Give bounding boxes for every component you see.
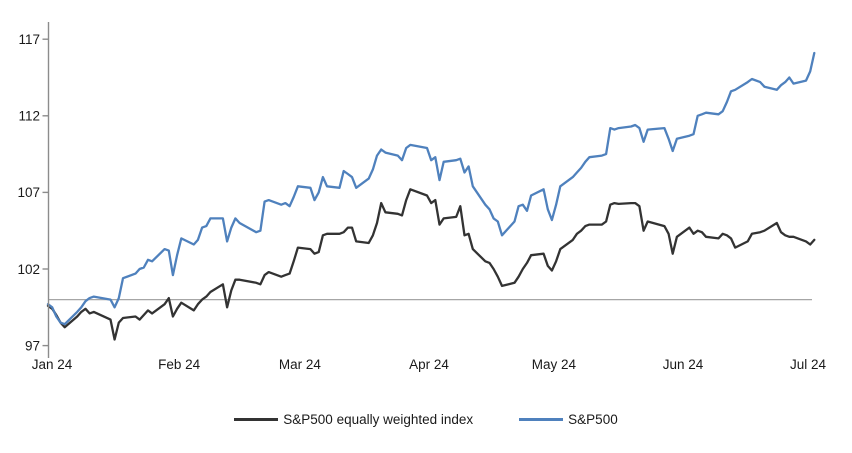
legend-item-sp500: S&P500: [519, 412, 618, 427]
y-axis: 117 112 107 102 97: [17, 22, 50, 358]
legend-item-equal-weight: S&P500 equally weighted index: [234, 412, 473, 427]
y-tick-label: 102: [17, 262, 40, 277]
y-tick-label: 112: [18, 109, 40, 124]
equal-weight-line-swatch: [234, 418, 279, 421]
y-tick-label: 117: [18, 32, 40, 47]
x-axis-label: Jul 24: [790, 357, 827, 372]
sp500-line: [46, 51, 816, 326]
legend-label-equal-weight: S&P500 equally weighted index: [283, 412, 474, 427]
y-tick-label: 107: [17, 185, 40, 200]
x-axis-label: May 24: [532, 357, 577, 372]
x-axis-label: Apr 24: [409, 357, 449, 372]
sp500-line-swatch: [519, 418, 564, 421]
price-chart: 117 112 107 102 97 Jan 24 Feb 24 Mar 24 Apr 24 M…: [17, 22, 827, 372]
equal-weight-index-line: [46, 188, 816, 341]
x-axis-label: Jan 24: [32, 357, 73, 372]
x-axis-label: Feb 24: [158, 357, 201, 372]
x-axis-label: Jun 24: [663, 357, 704, 372]
y-tick-label: 97: [25, 338, 40, 353]
series-lines: [46, 51, 816, 341]
legend: S&P500 equally weighted index S&P500: [0, 412, 852, 427]
x-axis-label: Mar 24: [279, 357, 322, 372]
x-axis-labels: Jan 24 Feb 24 Mar 24 Apr 24 May 24 Jun 24 Jul …: [32, 357, 827, 372]
legend-label-sp500: S&P500: [568, 412, 618, 427]
